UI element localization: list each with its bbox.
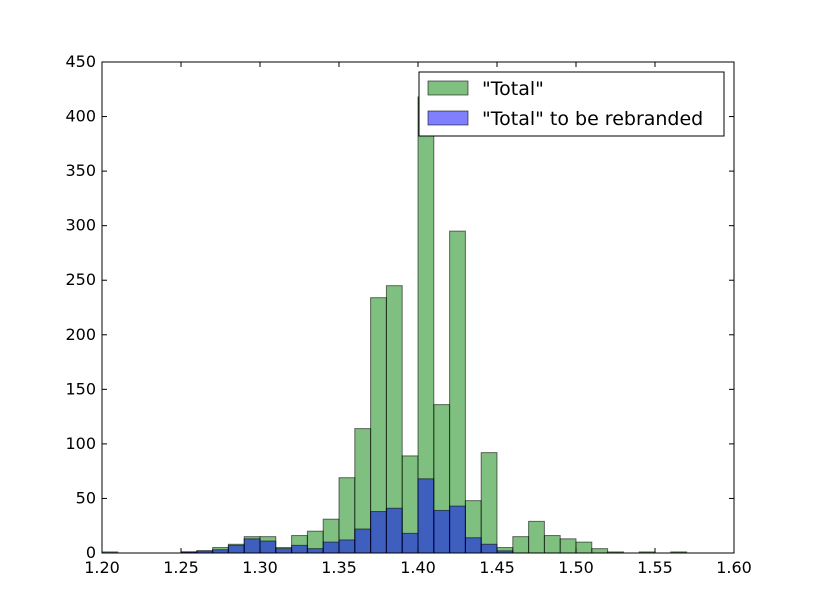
histogram-bar-rebranded — [370, 511, 387, 554]
y-tick-label: 150 — [65, 379, 96, 398]
histogram-bar-total — [449, 230, 466, 554]
histogram-bar-rebranded — [291, 544, 308, 554]
histogram-bar-rebranded — [480, 543, 498, 554]
x-tick-label: 1.25 — [163, 558, 199, 577]
histogram-bar-rebranded — [338, 539, 356, 554]
legend-swatch-rebranded — [427, 110, 469, 126]
legend: "Total" "Total" to be rebranded — [418, 71, 725, 137]
y-tick-label: 200 — [65, 325, 96, 344]
legend-label-rebranded: "Total" to be rebranded — [482, 108, 703, 130]
x-tick-label: 1.40 — [400, 558, 436, 577]
histogram-bar-total — [543, 535, 561, 554]
histogram-bar-rebranded — [275, 548, 293, 554]
x-tick-label: 1.45 — [479, 558, 515, 577]
y-tick-label: 0 — [86, 543, 96, 562]
histogram-bar-rebranded — [259, 540, 277, 554]
bars-layer — [101, 96, 688, 554]
histogram-bar-rebranded — [433, 509, 451, 554]
legend-box — [418, 71, 725, 137]
legend-swatch-total — [427, 80, 469, 96]
y-tick-label: 350 — [65, 161, 96, 180]
x-tick-label: 1.30 — [242, 558, 278, 577]
y-tick-label: 250 — [65, 270, 96, 289]
histogram-bar-total — [512, 536, 530, 554]
histogram-bar-total — [559, 538, 577, 554]
histogram-bar-total — [591, 548, 609, 554]
y-tick-label: 450 — [65, 52, 96, 71]
histogram-bar-rebranded — [417, 478, 435, 554]
histogram-bar-rebranded — [401, 532, 419, 554]
y-tick-label: 400 — [65, 107, 96, 126]
x-tick-label: 1.50 — [558, 558, 594, 577]
histogram-bar-rebranded — [385, 507, 403, 554]
y-tick-labels: 0 50 100 150 200 250 300 350 400 450 — [65, 52, 96, 562]
histogram-bar-rebranded — [306, 548, 324, 554]
x-tick-label: 1.55 — [637, 558, 673, 577]
y-tick-label: 50 — [76, 488, 96, 507]
x-tick-label: 1.35 — [321, 558, 357, 577]
histogram-bar-rebranded — [464, 537, 482, 554]
histogram-bar-rebranded — [322, 541, 340, 554]
x-tick-labels: 1.20 1.25 1.30 1.35 1.40 1.45 1.50 1.55 1.60 — [84, 558, 752, 577]
histogram-bar-total — [575, 541, 593, 554]
histogram-bar-rebranded — [449, 505, 466, 554]
histogram-bar-rebranded — [354, 528, 372, 554]
histogram-bar-total — [480, 452, 498, 554]
x-tick-label: 1.20 — [84, 558, 120, 577]
plot-frame — [101, 61, 735, 554]
histogram-bar-rebranded — [227, 544, 245, 554]
legend-label-total: "Total" — [482, 78, 544, 100]
y-tick-label: 100 — [65, 434, 96, 453]
histogram-bar-total — [528, 520, 545, 554]
x-tick-label: 1.60 — [716, 558, 752, 577]
y-tick-label: 300 — [65, 216, 96, 235]
histogram-bar-rebranded — [243, 538, 261, 554]
